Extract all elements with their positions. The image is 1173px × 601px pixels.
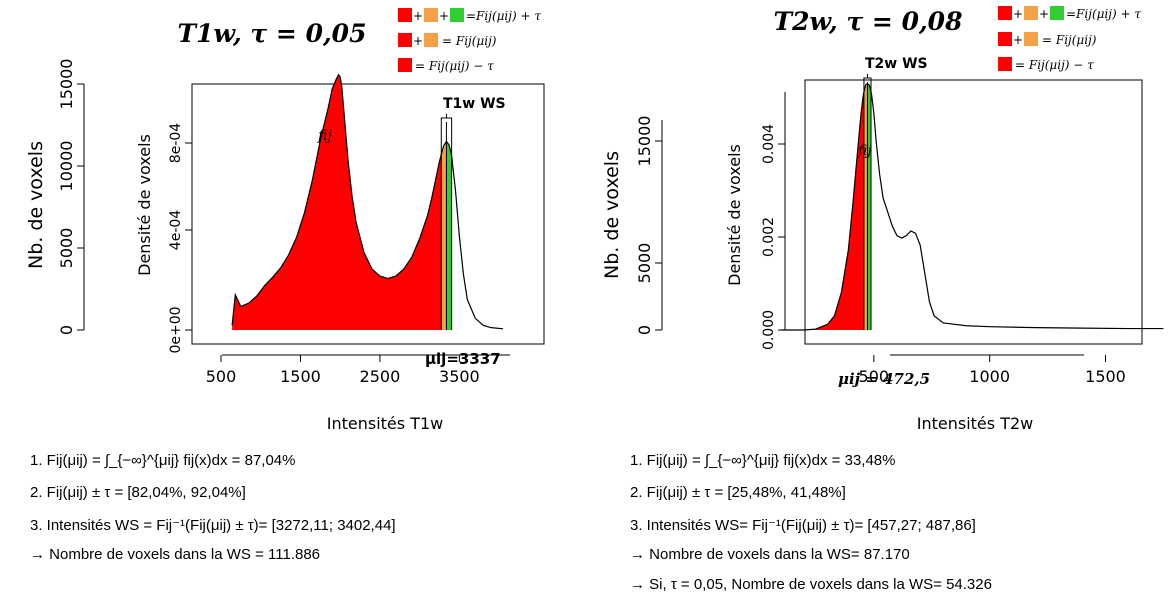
x-tick-label: 1500 — [1085, 367, 1126, 386]
t1w-density-axis-label: Densité de voxels — [135, 134, 154, 276]
t2w-title: T2w, τ = 0,08 — [774, 7, 963, 36]
legend-red-swatch — [998, 32, 1012, 46]
t2w-note-5: → Si, τ = 0,05, Nombre de voxels dans la… — [630, 576, 992, 593]
x-tick-label: 500 — [206, 367, 237, 386]
t1w-count-ticks: 0 5000 10000 15000 — [57, 59, 84, 336]
t1w-mu-label: μij=3337 — [425, 350, 501, 368]
legend-red-swatch — [398, 8, 412, 22]
t2w-count-axis-label: Nb. de voxels — [601, 151, 623, 279]
t1w-note-2: 2. Fij(μij) ± τ = [82,04%, 92,04%] — [30, 484, 246, 501]
count-tick-label: 15000 — [57, 59, 76, 110]
count-tick-label: 0 — [635, 325, 654, 335]
density-tick-label: 4e-04 — [168, 210, 184, 250]
t2w-density-ticks: 0.000 0.002 0.004 — [761, 124, 785, 350]
legend-green-swatch — [450, 8, 464, 22]
count-tick-label: 5000 — [635, 243, 654, 284]
t2w-note-1: 1. Fij(μij) = ∫_{−∞}^{μij} fij(x)dx = 33… — [630, 452, 896, 469]
count-tick-label: 10000 — [57, 141, 76, 192]
legend-row3-label: = Fij(μij) − τ — [1015, 58, 1094, 72]
t2w-legend: + + =Fij(μij) + τ + = Fij(μij) = Fij(μij… — [998, 6, 1141, 72]
area-lower-to-mu — [441, 141, 446, 330]
ws-bracket — [441, 114, 451, 122]
t1w-title: T1w, τ = 0,05 — [178, 19, 367, 48]
x-tick-label: 1000 — [969, 367, 1010, 386]
legend-orange-swatch — [424, 33, 438, 47]
legend-row1-label: =Fij(μij) + τ — [466, 9, 541, 23]
t1w-curve-label: fij — [317, 128, 332, 144]
area-below-lower-bound — [232, 75, 441, 330]
legend-orange-swatch — [1024, 6, 1038, 20]
legend-orange-swatch — [1024, 32, 1038, 46]
t2w-count-ticks: 0 5000 15000 — [635, 116, 662, 336]
t2w-density-curve — [781, 84, 1163, 330]
area-mu-to-upper — [446, 141, 451, 330]
t1w-note-4: → Nombre de voxels dans la WS = 111.886 — [30, 546, 320, 563]
legend-red-swatch — [998, 57, 1012, 71]
t1w-count-axis-label: Nb. de voxels — [25, 141, 47, 269]
area-below-lower-bound — [781, 92, 864, 330]
t2w-ws-label: T2w WS — [865, 56, 928, 72]
t2w-note-2: 2. Fij(μij) ± τ = [25,48%, 41,48%] — [630, 484, 846, 501]
count-tick-label: 5000 — [57, 228, 76, 269]
count-tick-label: 0 — [57, 325, 76, 335]
t2w-panel: T2w, τ = 0,08 + + =Fij(μij) + τ + = Fij(… — [601, 6, 1163, 433]
legend-row2-label: = Fij(μij) — [1042, 33, 1097, 47]
x-tick-label: 1500 — [280, 367, 321, 386]
density-tick-label: 0e+00 — [168, 306, 184, 353]
density-tick-label: 0.002 — [761, 217, 777, 257]
area-lower-to-mu — [864, 84, 868, 330]
t1w-x-axis-label: Intensités T1w — [327, 414, 443, 433]
legend-red-swatch — [998, 6, 1012, 20]
t2w-note-4: → Nombre de voxels dans la WS= 87.170 — [630, 546, 910, 563]
legend-plus-sign: + — [413, 34, 423, 48]
count-tick-label: 15000 — [635, 116, 654, 167]
t2w-density-axis-label: Densité de voxels — [725, 144, 744, 286]
t2w-area-layers — [781, 84, 871, 330]
t2w-curve-label: fij — [857, 143, 872, 159]
legend-plus-sign: + — [1039, 7, 1049, 21]
legend-orange-swatch — [424, 8, 438, 22]
legend-row2-label: = Fij(μij) — [442, 34, 497, 48]
t1w-area-layers — [232, 75, 452, 330]
t1w-note-1: 1. Fij(μij) = ∫_{−∞}^{μij} fij(x)dx = 87… — [30, 452, 296, 469]
legend-plus-sign: + — [439, 9, 449, 23]
legend-row1-label: =Fij(μij) + τ — [1066, 7, 1141, 21]
legend-red-swatch — [398, 33, 412, 47]
x-tick-label: 2500 — [360, 367, 401, 386]
t2w-mu-label: μij = 472,5 — [838, 370, 930, 388]
t2w-note-3: 3. Intensités WS= Fij⁻¹(Fij(μij) ± τ)= [… — [630, 516, 976, 534]
t1w-panel: T1w, τ = 0,05 + + =Fij(μij) + τ + = Fij(… — [25, 8, 544, 433]
t1w-ws-label: T1w WS — [443, 96, 506, 112]
density-tick-label: 0.004 — [761, 124, 777, 164]
legend-green-swatch — [1050, 6, 1064, 20]
legend-red-swatch — [398, 58, 412, 72]
t1w-density-ticks: 0e+00 4e-04 8e-04 — [168, 123, 192, 354]
ws-bracket — [864, 74, 871, 82]
t1w-legend: + + =Fij(μij) + τ + = Fij(μij) = Fij(μij… — [398, 8, 541, 73]
legend-plus-sign: + — [1013, 33, 1023, 47]
t2w-x-axis-label: Intensités T2w — [917, 414, 1033, 433]
legend-row3-label: = Fij(μij) − τ — [415, 59, 494, 73]
x-tick-label: 3500 — [439, 367, 480, 386]
t1w-note-3: 3. Intensités WS = Fij⁻¹(Fij(μij) ± τ)= … — [30, 516, 396, 534]
legend-plus-sign: + — [413, 9, 423, 23]
density-tick-label: 8e-04 — [168, 123, 184, 163]
area-mu-to-upper — [867, 84, 871, 330]
density-tick-label: 0.000 — [761, 310, 777, 350]
legend-plus-sign: + — [1013, 7, 1023, 21]
